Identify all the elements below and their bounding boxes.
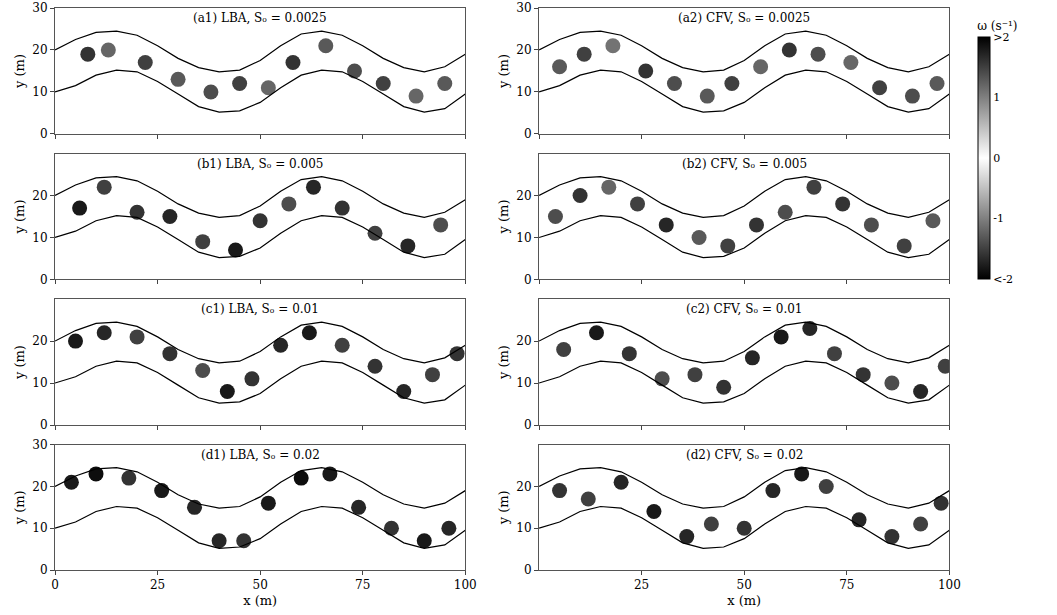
svg-text:10: 10 — [516, 521, 531, 535]
svg-text:1: 1 — [993, 91, 1000, 104]
svg-text:50: 50 — [253, 578, 268, 592]
svg-text:10: 10 — [516, 376, 531, 390]
svg-text:(c1) LBA, Sₒ = 0.01: (c1) LBA, Sₒ = 0.01 — [201, 302, 319, 316]
svg-text:10: 10 — [32, 85, 47, 99]
svg-text:(d1) LBA, Sₒ = 0.02: (d1) LBA, Sₒ = 0.02 — [201, 448, 320, 462]
svg-text:(a1) LBA, Sₒ = 0.0025: (a1) LBA, Sₒ = 0.0025 — [193, 11, 327, 25]
svg-text:20: 20 — [516, 480, 531, 494]
svg-text:(b2) CFV, Sₒ = 0.005: (b2) CFV, Sₒ = 0.005 — [682, 157, 807, 171]
svg-text:30: 30 — [32, 1, 47, 15]
svg-text:10: 10 — [32, 521, 47, 535]
svg-text:20: 20 — [32, 480, 47, 494]
svg-text:30: 30 — [32, 438, 47, 452]
svg-text:<-2: <-2 — [993, 273, 1013, 286]
svg-text:0: 0 — [524, 273, 532, 287]
svg-text:0: 0 — [40, 418, 48, 432]
svg-text:25: 25 — [150, 578, 165, 592]
svg-text:0: 0 — [40, 273, 48, 287]
svg-text:0: 0 — [40, 563, 48, 577]
svg-text:25: 25 — [634, 578, 649, 592]
svg-text:10: 10 — [516, 231, 531, 245]
svg-text:0: 0 — [524, 563, 532, 577]
svg-text:20: 20 — [32, 334, 47, 348]
svg-text:0: 0 — [51, 578, 59, 592]
svg-text:y (m): y (m) — [12, 200, 27, 235]
svg-text:(a2) CFV, Sₒ = 0.0025: (a2) CFV, Sₒ = 0.0025 — [678, 11, 810, 25]
svg-text:20: 20 — [516, 189, 531, 203]
svg-text:75: 75 — [839, 578, 854, 592]
svg-text:-1: -1 — [993, 212, 1004, 225]
svg-text:(b1) LBA, Sₒ = 0.005: (b1) LBA, Sₒ = 0.005 — [197, 157, 323, 171]
svg-text:0: 0 — [524, 418, 532, 432]
svg-text:20: 20 — [32, 189, 47, 203]
svg-text:20: 20 — [32, 43, 47, 57]
svg-text:100: 100 — [454, 578, 477, 592]
svg-text:75: 75 — [355, 578, 370, 592]
svg-text:0: 0 — [40, 127, 48, 141]
svg-text:(c2) CFV, Sₒ = 0.01: (c2) CFV, Sₒ = 0.01 — [686, 302, 802, 316]
svg-text:x (m): x (m) — [727, 593, 761, 608]
svg-text:ω (s⁻¹): ω (s⁻¹) — [977, 19, 1017, 33]
svg-text:20: 20 — [516, 334, 531, 348]
svg-text:y (m): y (m) — [496, 200, 511, 235]
svg-text:y (m): y (m) — [12, 54, 27, 89]
svg-text:y (m): y (m) — [12, 490, 27, 525]
svg-text:10: 10 — [32, 231, 47, 245]
svg-text:0: 0 — [993, 152, 1000, 165]
svg-text:y (m): y (m) — [496, 490, 511, 525]
svg-text:0: 0 — [524, 127, 532, 141]
svg-text:y (m): y (m) — [12, 345, 27, 380]
svg-text:10: 10 — [516, 85, 531, 99]
svg-text:50: 50 — [737, 578, 752, 592]
svg-text:x (m): x (m) — [243, 593, 277, 608]
svg-text:10: 10 — [32, 376, 47, 390]
svg-text:100: 100 — [938, 578, 961, 592]
svg-text:30: 30 — [516, 1, 531, 15]
svg-text:20: 20 — [516, 43, 531, 57]
svg-text:>2: >2 — [993, 31, 1009, 44]
svg-text:y (m): y (m) — [496, 345, 511, 380]
svg-text:y (m): y (m) — [496, 54, 511, 89]
svg-text:(d2) CFV, Sₒ = 0.02: (d2) CFV, Sₒ = 0.02 — [686, 448, 803, 462]
